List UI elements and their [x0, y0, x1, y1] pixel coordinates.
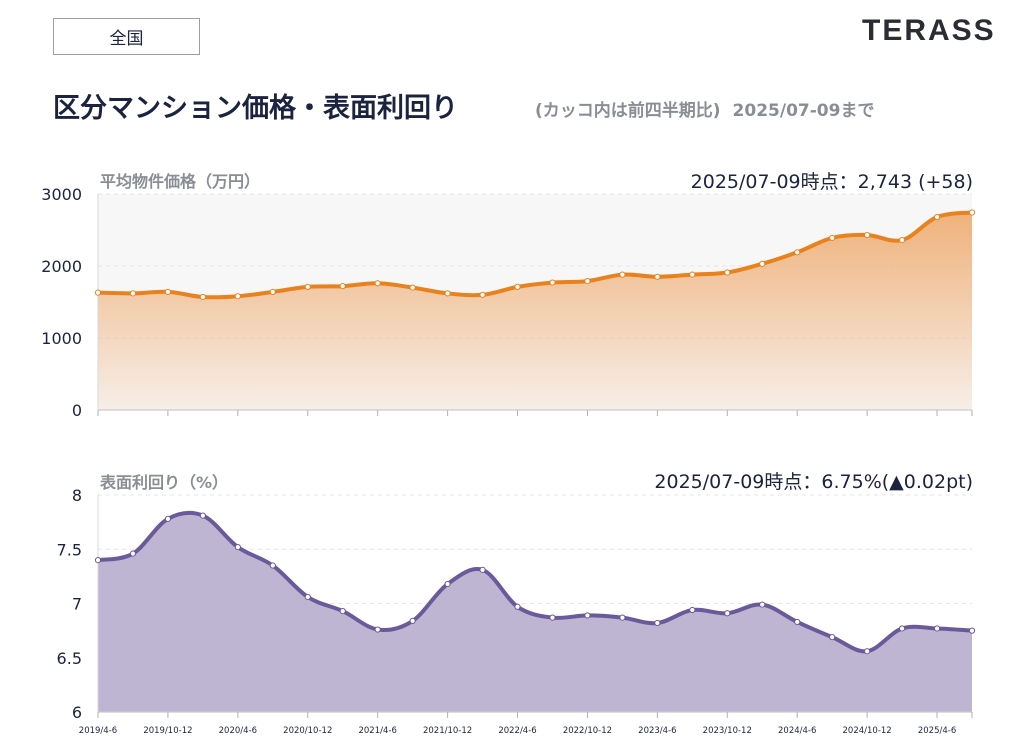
yield-data-point	[444, 580, 451, 588]
yield-xtick-label: 2019/4-6	[79, 726, 117, 736]
yield-data-point	[374, 626, 381, 633]
price-data-point	[444, 290, 451, 297]
price-data-point	[514, 283, 521, 290]
yield-chart-title: 表面利回り（%）	[100, 473, 229, 492]
yield-data-point	[514, 603, 521, 610]
price-data-point	[759, 260, 766, 267]
yield-area	[98, 512, 972, 712]
price-data-point	[94, 289, 102, 296]
yield-data-point	[864, 648, 871, 655]
yield-chart-latest: 2025/07-09時点：6.75%(▲0.02pt)	[654, 471, 973, 493]
price-data-point	[968, 209, 976, 216]
price-area	[98, 212, 972, 410]
price-data-point	[898, 236, 906, 244]
price-data-point	[794, 249, 801, 256]
price-data-point	[199, 293, 206, 301]
yield-ytick-label: 8	[72, 486, 82, 505]
price-data-point	[619, 271, 626, 278]
yield-data-point	[479, 566, 486, 573]
price-data-point	[549, 279, 556, 286]
yield-data-point	[549, 614, 556, 621]
terass-logo: TERASS	[862, 14, 996, 47]
yield-xtick-label: 2020/10-12	[283, 726, 332, 736]
yield-xtick-label: 2021/10-12	[423, 726, 472, 736]
subtitle-date: 2025/07-09まで	[732, 101, 875, 121]
price-ytick-label: 2000	[41, 257, 82, 276]
price-ytick-label: 0	[72, 401, 82, 420]
yield-data-point	[898, 625, 906, 632]
yield-xtick-label: 2021/4-6	[358, 726, 396, 736]
price-data-point	[409, 284, 416, 291]
yield-xtick-label: 2023/4-6	[638, 726, 676, 736]
yield-data-point	[304, 593, 311, 601]
yield-ytick-label: 7.5	[57, 540, 82, 559]
yield-series-line	[97, 510, 973, 654]
yield-xtick-label: 2025/4-6	[918, 726, 956, 736]
yield-xtick-label: 2022/4-6	[498, 726, 536, 736]
price-chart-latest: 2025/07-09時点：2,743 (+58)	[690, 171, 973, 193]
price-data-point	[724, 269, 731, 276]
price-chart: 0 1000 2000 3000	[41, 185, 976, 420]
price-data-point	[864, 231, 871, 239]
price-data-point	[374, 280, 381, 287]
page-title: 区分マンション価格・表面利回り	[53, 93, 458, 124]
yield-ytick-label: 6.5	[57, 649, 82, 668]
price-data-point	[339, 283, 346, 290]
yield-data-point	[724, 610, 731, 617]
yield-data-point	[164, 515, 172, 522]
yield-data-point	[269, 562, 276, 569]
yield-data-point	[968, 627, 976, 634]
yield-xtick-label: 2023/10-12	[703, 726, 752, 736]
price-data-point	[689, 271, 696, 278]
yield-data-point	[654, 619, 661, 627]
yield-data-point	[409, 617, 416, 624]
yield-data-point	[234, 543, 241, 551]
yield-ytick-label: 7	[72, 595, 82, 614]
yield-data-point	[829, 634, 836, 641]
yield-data-point	[129, 550, 137, 557]
yield-data-point	[794, 618, 801, 626]
yield-ytick-label: 6	[72, 703, 82, 722]
yield-data-point	[199, 512, 206, 519]
price-data-point	[129, 290, 137, 297]
price-data-point	[654, 273, 661, 280]
price-data-point	[933, 213, 941, 221]
price-chart-title: 平均物件価格（万円）	[100, 172, 261, 191]
price-ytick-label: 3000	[41, 185, 82, 204]
yield-xtick-label: 2024/4-6	[778, 726, 816, 736]
subtitle-note: (カッコ内は前四半期比)	[535, 101, 721, 121]
price-data-point	[269, 288, 276, 296]
yield-data-point	[94, 557, 102, 564]
yield-data-point	[584, 612, 591, 619]
yield-data-point	[339, 607, 346, 615]
yield-xtick-label: 2024/10-12	[843, 726, 892, 736]
price-data-point	[584, 278, 591, 285]
region-selector-button[interactable]: 全国	[53, 18, 200, 55]
price-ytick-label: 1000	[41, 329, 82, 348]
yield-xtick-label: 2020/4-6	[219, 726, 257, 736]
price-data-point	[479, 291, 486, 298]
yield-xtick-label: 2019/10-12	[143, 726, 192, 736]
price-data-point	[304, 283, 311, 290]
yield-data-point	[759, 601, 766, 608]
price-data-point	[829, 234, 836, 242]
yield-data-point	[689, 606, 696, 614]
yield-xtick-label: 2022/10-12	[563, 726, 612, 736]
page-subtitle: (カッコ内は前四半期比) 2025/07-09まで	[535, 96, 874, 121]
yield-data-point	[619, 614, 626, 621]
price-data-point	[234, 293, 241, 300]
yield-data-point	[933, 625, 941, 632]
price-data-point	[164, 288, 172, 296]
